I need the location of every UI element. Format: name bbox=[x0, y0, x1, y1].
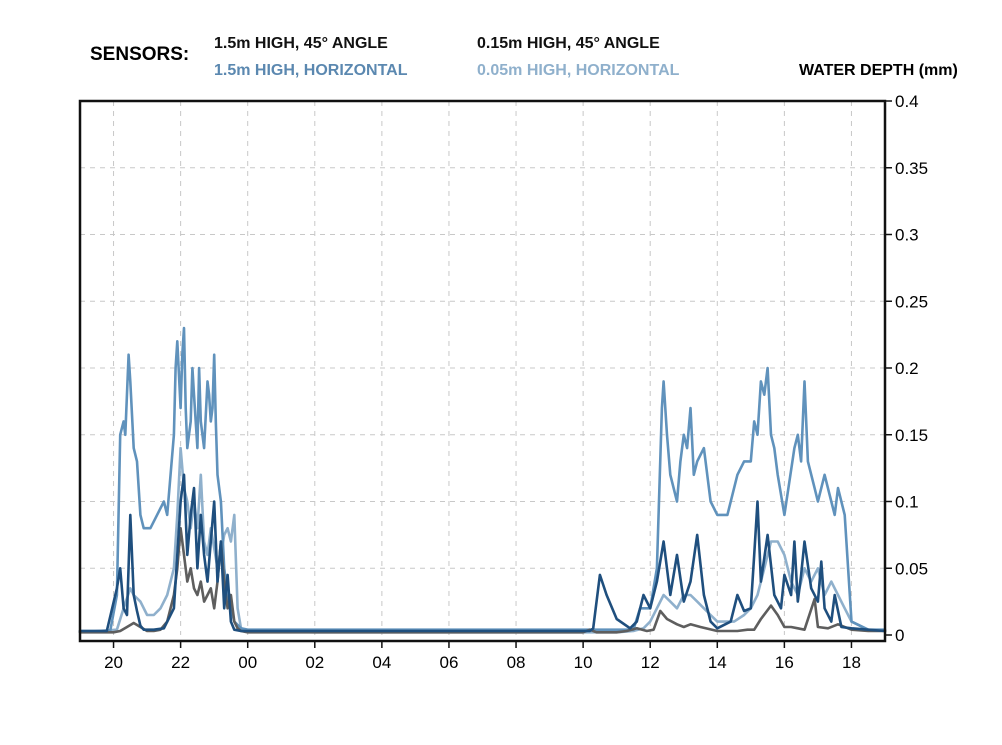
x-tick-label: 14 bbox=[708, 653, 727, 672]
y-tick-label: 0 bbox=[895, 626, 904, 645]
y-axis: 0 0.05 0.1 0.15 0.2 0.25 0.3 0.35 0.4 bbox=[885, 92, 928, 645]
y-tick-label: 0.1 bbox=[895, 493, 919, 512]
y-tick-label: 0.2 bbox=[895, 359, 919, 378]
legend-title: SENSORS: bbox=[90, 44, 189, 65]
legend-label-s1: 0.15m HIGH, 45° ANGLE bbox=[477, 35, 660, 52]
x-tick-label: 22 bbox=[171, 653, 190, 672]
series-line-s3 bbox=[78, 446, 887, 634]
x-tick-label: 18 bbox=[842, 653, 861, 672]
plot-frame bbox=[78, 99, 887, 643]
x-tick-label: 02 bbox=[305, 653, 324, 672]
series-lines bbox=[78, 326, 887, 634]
legend-item-s3: 0.05m HIGH, HORIZONTAL bbox=[477, 62, 680, 79]
x-tick-label: 00 bbox=[238, 653, 257, 672]
legend-item-s0: 1.5m HIGH, 45° ANGLE bbox=[214, 35, 388, 52]
y-axis-label: WATER DEPTH (mm) bbox=[799, 62, 958, 79]
y-tick-label: 0.25 bbox=[895, 292, 928, 311]
series-line-s1 bbox=[78, 473, 887, 633]
y-tick-label: 0.3 bbox=[895, 226, 919, 245]
x-tick-label: 04 bbox=[372, 653, 391, 672]
y-tick-label: 0.05 bbox=[895, 559, 928, 578]
x-tick-label: 20 bbox=[104, 653, 123, 672]
legend-label-s3: 0.05m HIGH, HORIZONTAL bbox=[477, 62, 680, 79]
x-axis: 20 22 00 02 04 06 08 10 12 14 16 18 bbox=[104, 641, 861, 672]
x-tick-label: 16 bbox=[775, 653, 794, 672]
y-tick-label: 0.4 bbox=[895, 92, 919, 111]
x-tick-label: 08 bbox=[507, 653, 526, 672]
x-tick-label: 06 bbox=[439, 653, 458, 672]
legend-item-s2: 1.5m HIGH, HORIZONTAL bbox=[214, 62, 408, 79]
y-tick-label: 0.15 bbox=[895, 426, 928, 445]
y-tick-label: 0.35 bbox=[895, 159, 928, 178]
series-line-s0 bbox=[78, 526, 887, 634]
x-tick-label: 10 bbox=[574, 653, 593, 672]
legend-label-s2: 1.5m HIGH, HORIZONTAL bbox=[214, 62, 408, 79]
legend-item-s1: 0.15m HIGH, 45° ANGLE bbox=[477, 35, 660, 52]
legend-label-s0: 1.5m HIGH, 45° ANGLE bbox=[214, 35, 388, 52]
x-tick-label: 12 bbox=[641, 653, 660, 672]
